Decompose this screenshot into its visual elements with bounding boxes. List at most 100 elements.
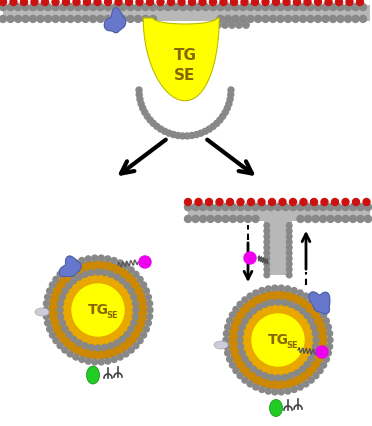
Circle shape bbox=[222, 22, 228, 28]
Circle shape bbox=[73, 354, 79, 360]
Circle shape bbox=[285, 3, 292, 11]
Circle shape bbox=[242, 377, 248, 383]
Circle shape bbox=[253, 384, 259, 390]
Circle shape bbox=[31, 0, 38, 6]
Circle shape bbox=[57, 343, 63, 348]
Circle shape bbox=[244, 216, 251, 222]
Circle shape bbox=[128, 288, 134, 294]
Circle shape bbox=[294, 370, 300, 376]
Circle shape bbox=[207, 204, 214, 210]
Circle shape bbox=[53, 337, 59, 343]
Circle shape bbox=[128, 347, 134, 353]
Circle shape bbox=[350, 216, 356, 222]
Circle shape bbox=[326, 324, 331, 330]
Circle shape bbox=[307, 15, 314, 23]
Circle shape bbox=[215, 204, 221, 210]
Circle shape bbox=[320, 204, 327, 210]
Circle shape bbox=[133, 307, 139, 313]
Circle shape bbox=[275, 375, 281, 381]
Circle shape bbox=[57, 271, 63, 277]
Circle shape bbox=[236, 22, 242, 28]
Circle shape bbox=[226, 101, 232, 107]
Circle shape bbox=[46, 326, 53, 332]
Circle shape bbox=[342, 216, 349, 222]
Circle shape bbox=[143, 288, 149, 294]
Circle shape bbox=[98, 255, 104, 261]
Circle shape bbox=[227, 356, 232, 362]
Circle shape bbox=[220, 0, 227, 6]
Circle shape bbox=[210, 124, 216, 130]
Circle shape bbox=[297, 204, 304, 210]
Circle shape bbox=[143, 326, 149, 332]
Circle shape bbox=[312, 344, 318, 350]
Circle shape bbox=[144, 113, 150, 119]
Circle shape bbox=[150, 120, 156, 127]
Circle shape bbox=[142, 109, 148, 115]
Circle shape bbox=[112, 3, 119, 11]
Circle shape bbox=[299, 366, 305, 372]
Circle shape bbox=[45, 3, 51, 11]
Circle shape bbox=[7, 3, 14, 11]
Circle shape bbox=[74, 15, 81, 23]
Circle shape bbox=[231, 0, 237, 6]
Circle shape bbox=[79, 258, 85, 264]
Circle shape bbox=[297, 216, 304, 222]
Circle shape bbox=[312, 216, 319, 222]
Circle shape bbox=[262, 3, 269, 11]
Circle shape bbox=[252, 216, 259, 222]
Circle shape bbox=[262, 15, 269, 23]
Circle shape bbox=[251, 308, 257, 314]
Circle shape bbox=[132, 314, 138, 320]
Circle shape bbox=[193, 132, 199, 138]
Circle shape bbox=[217, 3, 224, 11]
Circle shape bbox=[215, 22, 221, 28]
Circle shape bbox=[241, 0, 248, 6]
Text: SE: SE bbox=[286, 342, 298, 351]
Circle shape bbox=[292, 15, 299, 23]
Circle shape bbox=[278, 285, 284, 291]
Circle shape bbox=[350, 204, 356, 210]
Circle shape bbox=[297, 384, 303, 390]
Circle shape bbox=[62, 288, 68, 294]
Circle shape bbox=[262, 0, 269, 6]
Circle shape bbox=[254, 15, 262, 23]
Circle shape bbox=[123, 351, 129, 357]
Circle shape bbox=[365, 216, 372, 222]
Circle shape bbox=[247, 3, 254, 11]
Circle shape bbox=[262, 301, 268, 307]
Circle shape bbox=[199, 204, 206, 210]
Circle shape bbox=[269, 374, 275, 380]
Circle shape bbox=[205, 199, 212, 205]
Circle shape bbox=[323, 318, 329, 324]
Circle shape bbox=[222, 216, 229, 222]
Circle shape bbox=[308, 377, 314, 383]
Circle shape bbox=[180, 3, 186, 11]
Circle shape bbox=[52, 0, 59, 6]
Circle shape bbox=[114, 340, 120, 346]
Circle shape bbox=[311, 350, 317, 356]
Circle shape bbox=[311, 199, 317, 205]
Circle shape bbox=[141, 282, 147, 288]
Circle shape bbox=[52, 3, 59, 11]
Circle shape bbox=[269, 15, 276, 23]
Circle shape bbox=[325, 0, 332, 6]
Circle shape bbox=[242, 318, 248, 324]
Circle shape bbox=[63, 275, 133, 345]
Circle shape bbox=[115, 0, 122, 6]
Circle shape bbox=[136, 0, 143, 6]
Circle shape bbox=[98, 359, 104, 365]
Circle shape bbox=[158, 126, 164, 132]
Circle shape bbox=[37, 15, 44, 23]
Circle shape bbox=[67, 263, 73, 269]
Circle shape bbox=[43, 307, 49, 313]
Circle shape bbox=[67, 15, 74, 23]
Circle shape bbox=[237, 199, 244, 205]
Circle shape bbox=[264, 256, 270, 261]
Circle shape bbox=[217, 15, 224, 23]
Circle shape bbox=[145, 294, 151, 300]
Circle shape bbox=[79, 357, 85, 363]
Text: TG: TG bbox=[267, 333, 289, 347]
Circle shape bbox=[202, 3, 209, 11]
Circle shape bbox=[344, 3, 352, 11]
Circle shape bbox=[90, 3, 96, 11]
